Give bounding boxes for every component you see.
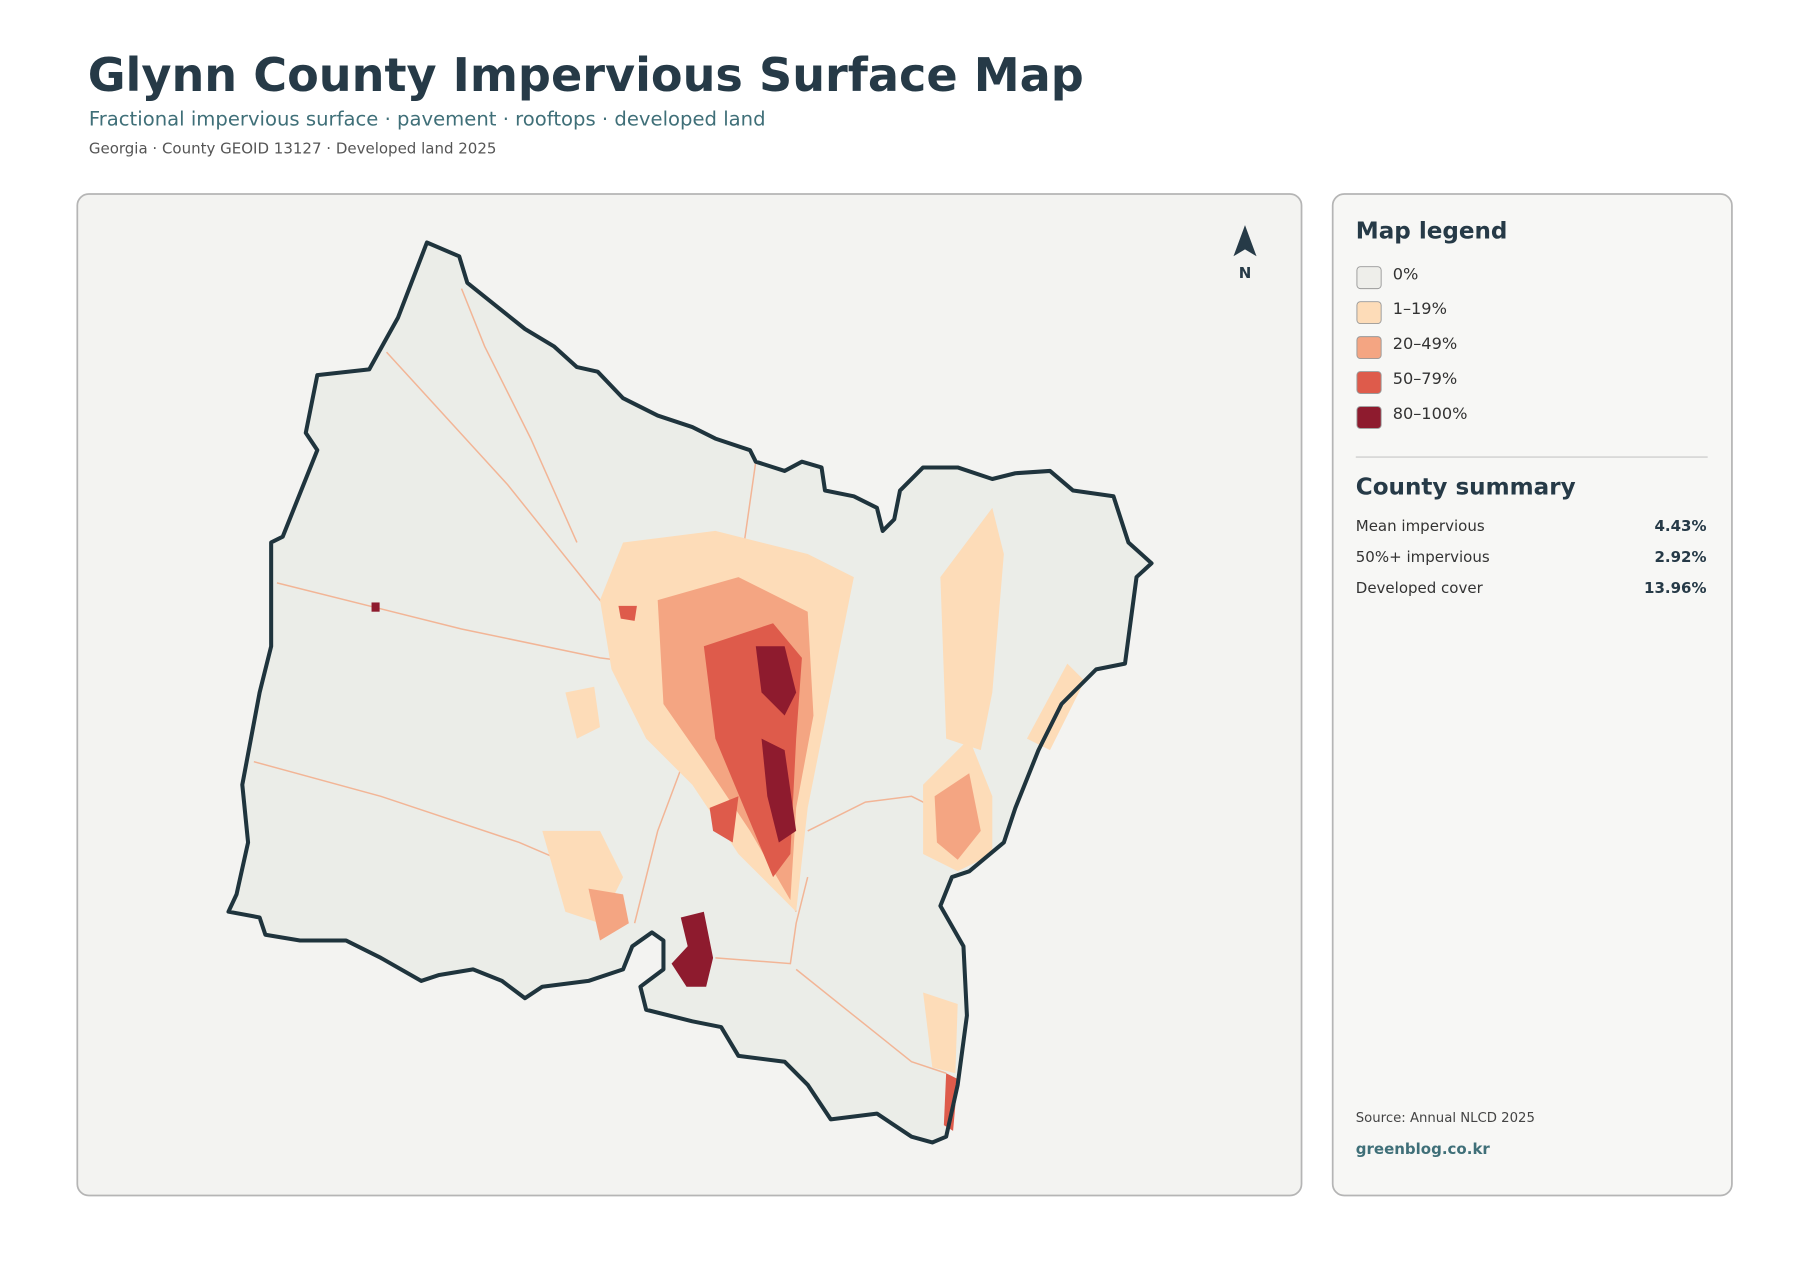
north-arrow [1233, 225, 1257, 257]
title: Glynn County Impervious Surface Map [88, 48, 1084, 102]
meta: Georgia · County GEOID 13127 · Developed… [89, 140, 497, 158]
summary-value: 13.96% [1644, 579, 1706, 597]
legend-label: 80–100% [1393, 404, 1468, 423]
legend-swatch [1356, 336, 1382, 360]
summary-title: County summary [1356, 475, 1576, 501]
subtitle: Fractional impervious surface · pavement… [89, 108, 766, 131]
summary: Mean impervious 4.43% 50%+ impervious 2.92%… [1356, 517, 1707, 597]
legend-label: 0% [1393, 264, 1419, 283]
summary-label: Mean impervious [1356, 517, 1485, 535]
legend-label: 50–79% [1393, 369, 1457, 388]
source: Source: Annual NLCD 2025 [1356, 1111, 1535, 1126]
side-panel [1331, 193, 1733, 1197]
legend-label: 1–19% [1393, 299, 1447, 318]
summary-label: 50%+ impervious [1356, 548, 1490, 566]
legend-swatch [1356, 406, 1382, 429]
summary-value: 4.43% [1654, 517, 1706, 535]
map: N [226, 225, 1257, 1145]
legend-swatch [1356, 301, 1382, 325]
development [371, 507, 1085, 1131]
brand: greenblog.co.kr [1356, 1140, 1491, 1158]
legend-title: Map legend [1356, 219, 1508, 245]
county-outline [226, 240, 1154, 1145]
summary-label: Developed cover [1356, 579, 1484, 597]
north-label: N [1239, 264, 1252, 282]
legend-swatch [1356, 266, 1382, 290]
legend-label: 20–49% [1393, 334, 1457, 353]
legend-swatch [1356, 371, 1382, 394]
summary-value: 2.92% [1654, 548, 1706, 566]
legend: 0% 1–19% 20–49% 50–79% 80–100% [1356, 264, 1468, 429]
